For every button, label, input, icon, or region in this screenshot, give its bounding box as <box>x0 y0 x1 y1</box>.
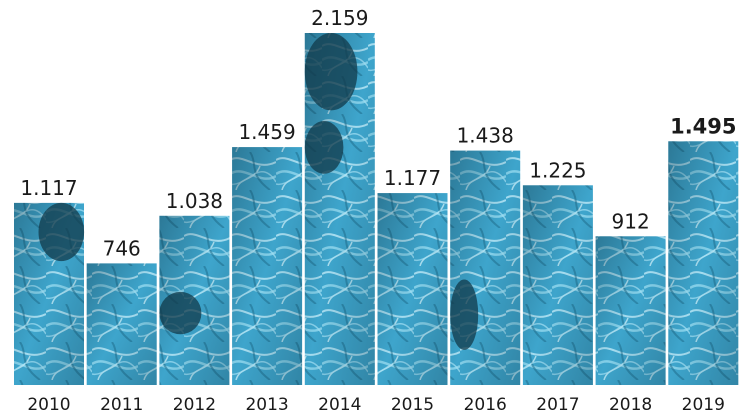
bar-shade-2013 <box>232 147 303 385</box>
value-label-2016: 1.438 <box>457 124 514 148</box>
bar-texture-dark-2 <box>304 120 344 174</box>
x-tick-label-2016: 2016 <box>464 395 507 415</box>
value-label-2012: 1.038 <box>166 189 223 213</box>
value-label-2014: 2.159 <box>311 6 368 30</box>
bar-shade-2011 <box>86 263 157 385</box>
x-tick-label-2013: 2013 <box>245 395 288 415</box>
x-tick-label-2019: 2019 <box>682 395 725 415</box>
x-tick-label-2011: 2011 <box>100 395 143 415</box>
x-tick-label-2015: 2015 <box>391 395 434 415</box>
bar-texture-dark-1 <box>304 32 358 111</box>
value-label-2013: 1.459 <box>238 120 295 144</box>
x-tick-label-2012: 2012 <box>173 395 216 415</box>
value-label-2019: 1.495 <box>670 114 736 138</box>
x-tick-label-2017: 2017 <box>536 395 579 415</box>
x-tick-label-2014: 2014 <box>318 395 361 415</box>
bar-shade-2016 <box>450 150 521 385</box>
value-label-2015: 1.177 <box>384 166 441 190</box>
value-label-2011: 746 <box>103 236 141 260</box>
x-tick-label-2010: 2010 <box>27 395 70 415</box>
bar-shade-2015 <box>377 193 448 385</box>
bar-shade-2017 <box>522 185 593 385</box>
bar-texture-dark-0 <box>38 202 85 262</box>
bar-shade-2018 <box>595 236 666 385</box>
bar-shade-2019 <box>668 141 739 385</box>
x-tick-label-2018: 2018 <box>609 395 652 415</box>
bar-texture-dark-4 <box>450 279 479 350</box>
value-label-2010: 1.117 <box>20 176 77 200</box>
value-label-2018: 912 <box>612 209 650 233</box>
bar-texture-dark-3 <box>159 291 202 335</box>
value-label-2017: 1.225 <box>529 158 586 182</box>
